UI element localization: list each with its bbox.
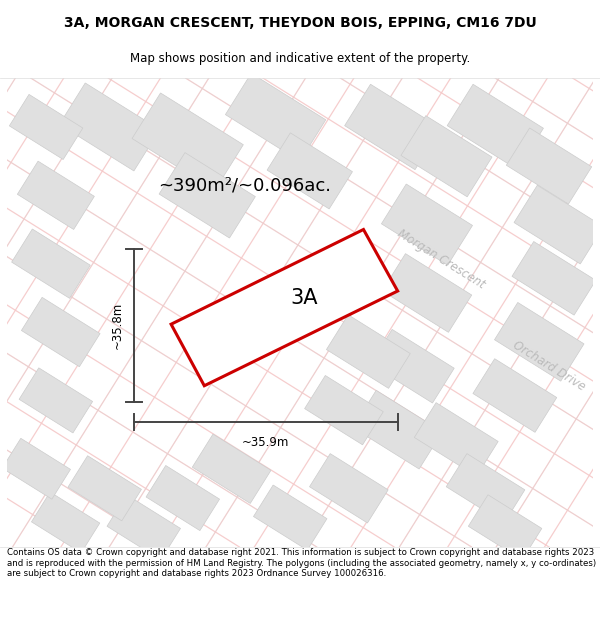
Polygon shape [11, 229, 91, 298]
Polygon shape [401, 116, 492, 197]
Polygon shape [159, 152, 256, 238]
Text: ~35.8m: ~35.8m [111, 302, 124, 349]
Polygon shape [17, 161, 94, 229]
Text: ~35.9m: ~35.9m [242, 436, 290, 449]
Text: Contains OS data © Crown copyright and database right 2021. This information is : Contains OS data © Crown copyright and d… [7, 549, 596, 578]
Polygon shape [107, 495, 181, 560]
Polygon shape [446, 454, 525, 523]
Polygon shape [171, 229, 398, 386]
Polygon shape [2, 438, 70, 499]
Polygon shape [415, 402, 498, 476]
Polygon shape [382, 254, 472, 332]
Polygon shape [494, 302, 584, 381]
Text: ~390m²/~0.096ac.: ~390m²/~0.096ac. [158, 176, 331, 194]
Polygon shape [353, 391, 442, 469]
Polygon shape [469, 495, 542, 560]
Polygon shape [310, 454, 388, 523]
Text: 3A: 3A [290, 288, 317, 308]
Polygon shape [19, 368, 92, 433]
Text: Map shows position and indicative extent of the property.: Map shows position and indicative extent… [130, 52, 470, 65]
Polygon shape [253, 485, 327, 550]
Polygon shape [193, 434, 271, 503]
Polygon shape [146, 466, 220, 531]
Polygon shape [267, 133, 352, 209]
Polygon shape [68, 456, 142, 521]
Polygon shape [370, 329, 454, 403]
Polygon shape [305, 376, 383, 445]
Polygon shape [31, 492, 100, 553]
Text: 3A, MORGAN CRESCENT, THEYDON BOIS, EPPING, CM16 7DU: 3A, MORGAN CRESCENT, THEYDON BOIS, EPPIN… [64, 16, 536, 31]
Text: Orchard Drive: Orchard Drive [511, 339, 587, 394]
Polygon shape [447, 84, 544, 169]
Polygon shape [382, 184, 472, 265]
Polygon shape [506, 128, 592, 204]
Polygon shape [226, 73, 326, 161]
Polygon shape [473, 359, 557, 432]
Polygon shape [10, 94, 83, 159]
Polygon shape [514, 185, 600, 264]
Polygon shape [132, 93, 244, 190]
Polygon shape [344, 84, 441, 169]
Polygon shape [22, 298, 100, 367]
Text: Morgan Crescent: Morgan Crescent [395, 227, 488, 291]
Polygon shape [512, 241, 596, 315]
Polygon shape [59, 83, 160, 171]
Polygon shape [326, 315, 410, 388]
